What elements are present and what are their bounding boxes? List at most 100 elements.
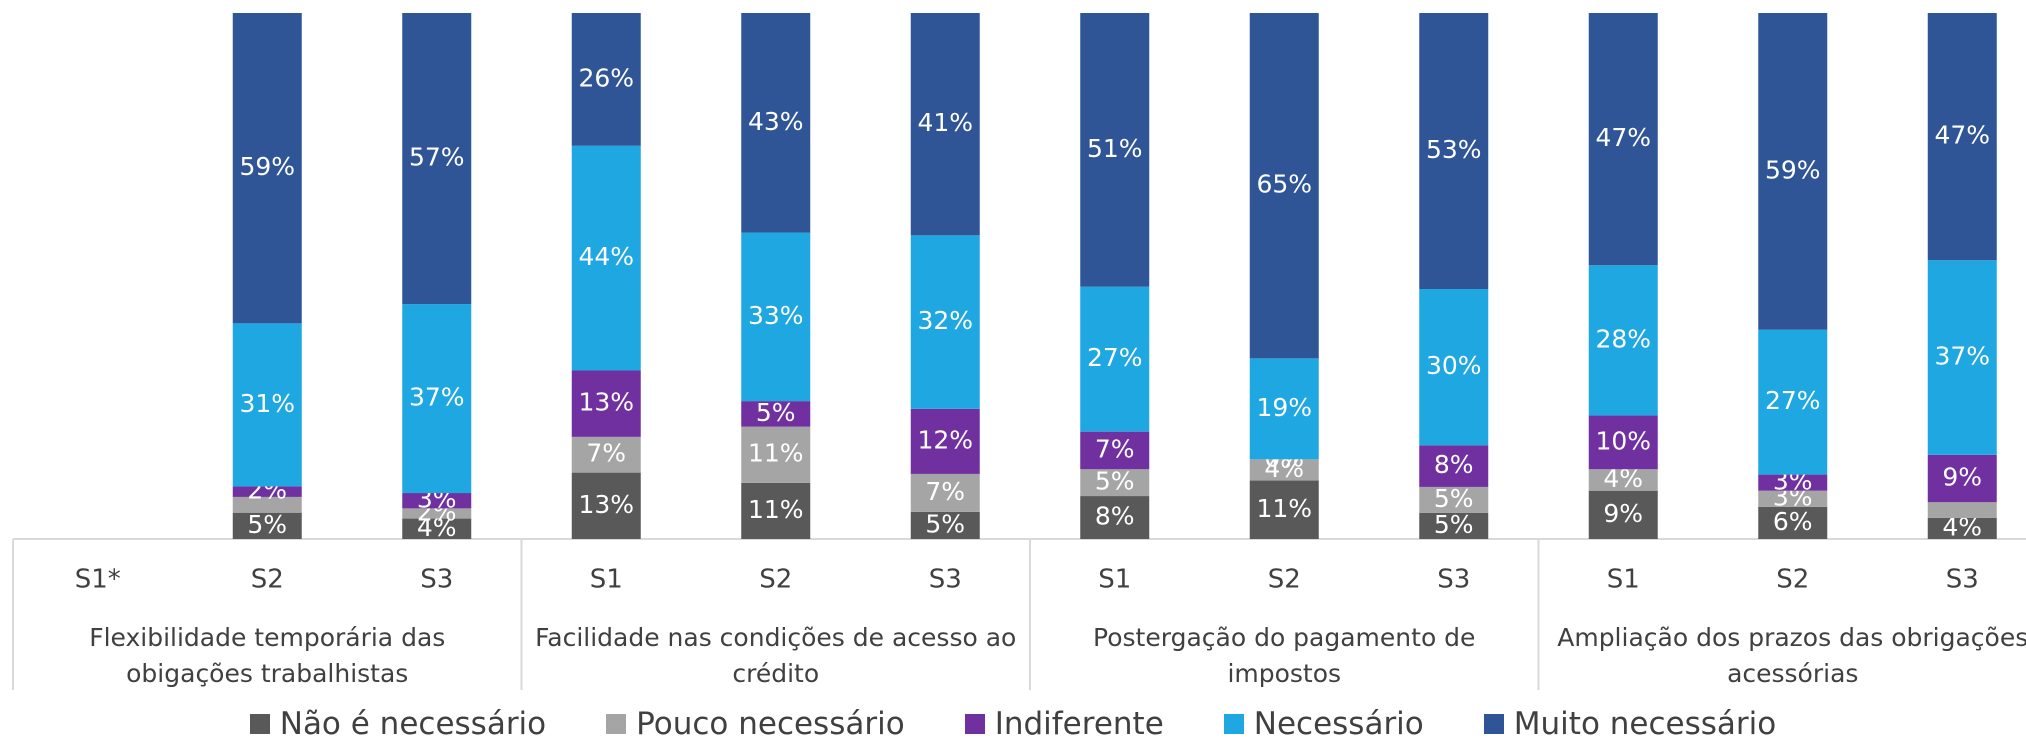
value-label: 7%	[925, 477, 965, 506]
bar-segment	[741, 482, 811, 539]
bar-segment	[232, 323, 302, 487]
bar-segment	[571, 370, 641, 437]
bar-segment	[1927, 517, 1997, 539]
bar-segment	[910, 408, 980, 474]
value-label: 26%	[578, 63, 634, 92]
group-label: Postergação do pagamento de impostos	[1093, 623, 1476, 688]
group-label: Facilidade nas condições de acesso ao cr…	[535, 623, 1017, 688]
value-label: 6%	[1773, 507, 1813, 536]
legend-item: Muito necessário	[1483, 706, 1777, 741]
x-tick-label: S3	[929, 565, 962, 595]
value-label: 53%	[1426, 135, 1482, 164]
legend-label: Pouco necessário	[636, 706, 905, 741]
bar-segment	[741, 232, 811, 402]
x-tick-label: S1	[1607, 565, 1640, 595]
bar-segment	[232, 512, 302, 539]
value-label: 41%	[917, 108, 973, 137]
value-label: 7%	[1095, 434, 1135, 463]
value-label: 31%	[239, 389, 295, 418]
legend-swatch	[249, 714, 270, 734]
plot: S1* S25%2%31%59%S34%2%3%37%57%S113%7%13%4…	[12, 13, 2026, 690]
legend-item: Pouco necessário	[606, 706, 905, 741]
bar-segment	[402, 13, 472, 305]
bar-segment	[1080, 431, 1150, 470]
bar-segment	[232, 496, 302, 513]
value-label: 37%	[1934, 342, 1990, 371]
x-tick-label: S1	[590, 565, 623, 595]
bar-segment	[741, 13, 811, 233]
bar-segment	[910, 13, 980, 236]
legend-swatch	[1483, 714, 1504, 734]
legend-swatch	[606, 714, 627, 734]
value-label: 43%	[748, 107, 804, 136]
value-label: 9%	[1603, 499, 1643, 528]
x-tick-label: S2	[1268, 565, 1301, 595]
bar-segment	[1758, 474, 1828, 491]
bar-segment	[571, 472, 641, 539]
value-label: 10%	[1595, 426, 1651, 455]
x-tick-label: S2	[1776, 565, 1809, 595]
value-label: 33%	[748, 301, 804, 330]
x-tick-label: S3	[1946, 565, 1979, 595]
legend-label: Indiferente	[994, 706, 1164, 741]
x-tick-label: S2	[251, 565, 284, 595]
legend-swatch	[1223, 714, 1244, 734]
legend-item: Não é necessário	[249, 706, 547, 741]
bar-segment	[232, 13, 302, 324]
value-label: 44%	[578, 242, 634, 271]
bar-segment	[571, 13, 641, 146]
bar-segment	[402, 304, 472, 494]
value-label: 27%	[1765, 386, 1821, 415]
value-label: 32%	[917, 306, 973, 335]
value-label: 5%	[925, 509, 965, 538]
bar-segment	[1419, 486, 1489, 513]
value-label: 9%	[1942, 463, 1982, 492]
bar-segment	[741, 401, 811, 427]
bar-segment	[1080, 469, 1150, 497]
x-tick-label: S3	[1437, 565, 1470, 595]
x-tick-label: S1	[1098, 565, 1131, 595]
value-label: 37%	[409, 383, 465, 412]
bar-segment	[1927, 260, 1997, 455]
bar-segment	[571, 436, 641, 473]
value-label: 13%	[578, 388, 634, 417]
bar-segment	[1419, 289, 1489, 446]
bar-segment	[910, 235, 980, 409]
value-label: 59%	[1765, 155, 1821, 184]
legend-swatch	[964, 714, 985, 734]
bar-segment	[1588, 415, 1658, 470]
value-label: 11%	[748, 439, 804, 468]
bar-segment	[402, 493, 472, 509]
value-label: 47%	[1595, 123, 1651, 152]
legend-label: Não é necessário	[279, 706, 547, 741]
x-tick-label: S1*	[75, 565, 121, 595]
bar-segment	[1419, 13, 1489, 290]
value-label: 30%	[1426, 351, 1482, 380]
group-label: Flexibilidade temporária das obigações t…	[89, 623, 446, 688]
bar-segment	[741, 426, 811, 483]
bar-segment	[1080, 286, 1150, 432]
bar-segment	[1249, 358, 1319, 460]
bar-segment	[1927, 502, 1997, 518]
bar-segment	[1758, 329, 1828, 475]
value-label: 11%	[1256, 494, 1312, 523]
legend-item: Necessário	[1223, 706, 1424, 741]
x-tick-label: S2	[759, 565, 792, 595]
value-label: 11%	[748, 495, 804, 524]
bar-segment	[1927, 13, 1997, 261]
bar-segment	[1588, 13, 1658, 266]
bar-segment	[1249, 459, 1319, 481]
value-label: 51%	[1087, 134, 1143, 163]
legend-label: Muito necessário	[1513, 706, 1777, 741]
value-label: 47%	[1934, 121, 1990, 150]
bar-segment	[402, 508, 472, 519]
value-label: 5%	[247, 510, 287, 539]
bar-segment	[1249, 480, 1319, 539]
bar-segment	[1758, 506, 1828, 539]
bar-segment	[910, 473, 980, 512]
value-label: 5%	[1095, 467, 1135, 496]
bar-segment	[1419, 512, 1489, 539]
value-label: 8%	[1095, 502, 1135, 531]
value-label: 28%	[1595, 324, 1651, 353]
